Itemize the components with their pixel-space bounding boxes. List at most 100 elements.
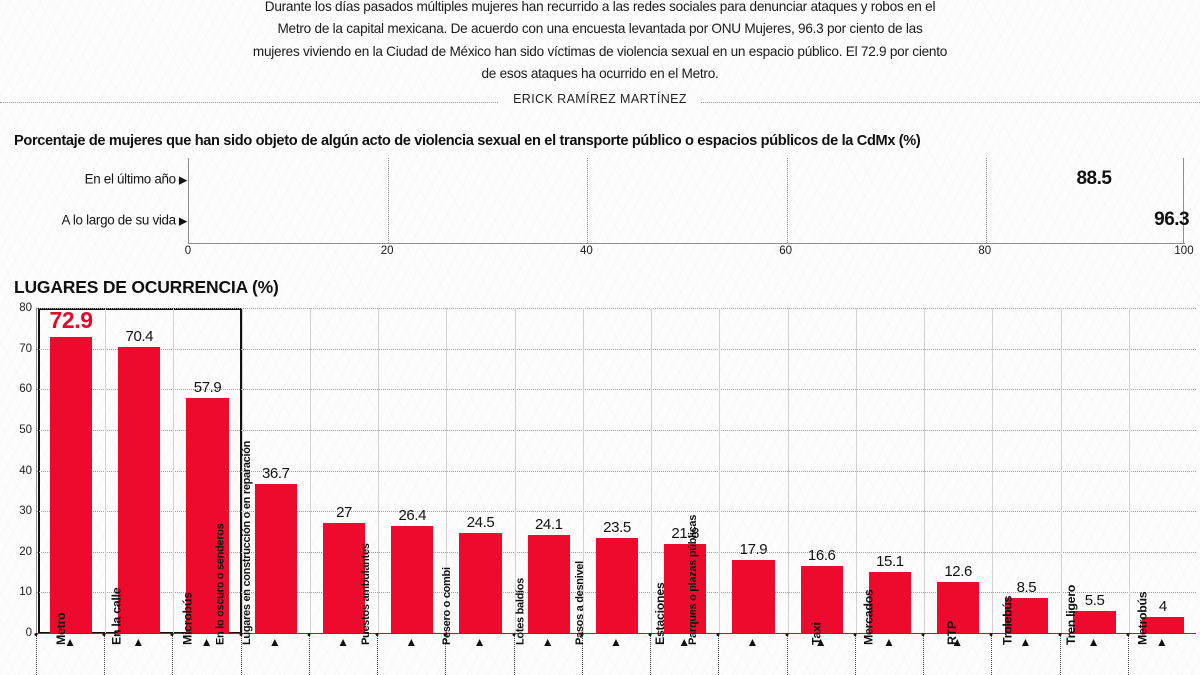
gridline <box>173 308 175 633</box>
axis-tick-mark <box>853 633 857 636</box>
table-row: En el último año ▶ 88.5 <box>85 161 1112 197</box>
gridline <box>37 470 1196 472</box>
axis-tick-label: 80 <box>978 245 992 257</box>
bar-category-label: ▲ Pasos a desnivel <box>574 561 650 675</box>
gridline <box>855 308 857 633</box>
bar-category-text: Microbús <box>180 592 195 645</box>
bar: 57.9 <box>186 379 229 633</box>
gridline <box>787 308 789 633</box>
axis-tick-label: 80 <box>19 302 32 314</box>
gridline <box>786 158 788 243</box>
bar-value-label: 12.6 <box>944 562 972 580</box>
axis-tick-mark <box>1058 633 1062 636</box>
bar: 72.9 <box>50 307 93 633</box>
triangle-up-icon: ▲ <box>951 635 964 649</box>
gridline <box>651 308 653 633</box>
bar-value-label: 21.8 <box>671 525 700 543</box>
bar-value-label: 72.9 <box>49 306 94 333</box>
axis-separator <box>581 635 583 675</box>
bar: 24.1 <box>527 516 570 633</box>
horizontal-axis-line <box>188 243 1185 244</box>
axis-separator <box>36 635 37 675</box>
gridline <box>719 308 721 633</box>
axis-tick-label: 50 <box>19 423 32 436</box>
bar-value-label: 96.3 <box>1154 209 1190 230</box>
byline: ERICK RAMÍREZ MARTÍNEZ <box>0 92 1200 106</box>
axis-tick-mark <box>989 633 993 636</box>
bar-value-label: 23.5 <box>603 518 631 536</box>
deck-line-2: Metro de la capital mexicana. De acuerdo… <box>277 21 923 37</box>
horizontal-plot-area: En el último año ▶ 88.5 A lo largo de su vi… <box>62 158 1190 243</box>
triangle-up-icon: ▲ <box>132 635 145 649</box>
triangle-up-icon: ▲ <box>200 635 213 649</box>
gridline <box>587 158 589 243</box>
bar-category-label: ▲ Pesero o combi <box>441 567 513 675</box>
axis-tick-label: 30 <box>19 505 32 518</box>
bar-category-label: ▲ Microbús <box>172 592 240 675</box>
axis-tick-mark <box>443 633 447 636</box>
bar-category-text: Metrobús <box>1135 591 1150 645</box>
table-row: A lo largo de su vida ▶ 96.3 <box>62 202 1190 238</box>
bar-category-text: Puestos ambulantes <box>360 543 373 645</box>
gridline <box>37 429 1196 431</box>
byline-text: ERICK RAMÍREZ MARTÍNEZ <box>499 92 701 106</box>
axis-tick-label: 100 <box>1174 245 1194 257</box>
bar-category-label: ▲ Parques o plazas públicas <box>687 515 786 675</box>
axis-separator <box>786 635 788 675</box>
axis-tick-label: 60 <box>779 245 792 257</box>
bar-category-text: Taxi <box>809 622 824 645</box>
bar-value-label: 4 <box>1158 597 1167 615</box>
bar-value-label: 8.5 <box>1016 579 1037 597</box>
gridline <box>514 308 516 633</box>
bar-category-label: ▲ Estaciones <box>650 583 718 675</box>
axis-separator <box>172 635 174 675</box>
axis-separator <box>923 635 925 675</box>
triangle-up-icon: ▲ <box>541 635 554 649</box>
triangle-right-icon: ▶ <box>178 174 187 187</box>
triangle-up-icon: ▲ <box>814 635 827 649</box>
bar-value-label: 36.7 <box>261 464 290 482</box>
axis-separator <box>1127 635 1129 675</box>
bar-category-label: ▲ Tren ligero <box>1060 585 1128 675</box>
gridline <box>388 158 390 243</box>
axis-tick-mark <box>239 633 243 636</box>
horizontal-bar-chart: En el último año ▶ 88.5 A lo largo de su vi… <box>14 158 1194 257</box>
axis-tick-mark <box>512 633 516 636</box>
bar: 8.5 <box>1005 579 1048 633</box>
bar-category-label: ▲ En la calle <box>104 588 172 675</box>
bar-category-text: RTP <box>945 621 960 645</box>
axis-tick-label: 20 <box>19 545 32 558</box>
gridline <box>37 308 1196 309</box>
bar: 23.5 <box>595 519 639 633</box>
triangle-up-icon: ▲ <box>1087 635 1100 649</box>
bar: 70.4 <box>118 328 161 633</box>
triangle-up-icon: ▲ <box>405 635 418 649</box>
axis-tick-mark <box>648 633 652 636</box>
bar-category-text: En la calle <box>109 587 124 645</box>
axis-tick-label: 10 <box>19 586 32 599</box>
axis-separator <box>513 635 515 675</box>
bar-category-label: ▲ Puestos ambulantes <box>360 543 445 675</box>
axis-tick-label: 0 <box>184 245 192 257</box>
deck-line-4: de esos ataques ha ocurrido en el Metro. <box>481 66 719 82</box>
bar-value-label: 70.4 <box>125 328 154 345</box>
axis-tick-label: 20 <box>380 245 394 257</box>
vertical-chart-title: LUGARES DE OCURRENCIA (%) <box>14 277 279 297</box>
axis-tick-label: 70 <box>19 342 32 355</box>
axis-separator <box>1059 635 1061 675</box>
bar: 16.6 <box>800 547 843 633</box>
gridline <box>241 308 243 633</box>
gridline <box>105 308 107 633</box>
axis-separator <box>377 635 379 675</box>
bar: 36.7 <box>254 465 297 633</box>
bar: 24.5 <box>459 514 502 633</box>
axis-tick-mark <box>785 633 789 636</box>
bar-value-label: 17.9 <box>739 541 768 559</box>
bar-value-label: 15.1 <box>876 552 904 570</box>
bar: 17.9 <box>732 541 775 633</box>
bar-category-label: ▲ En lo oscuro o senderos <box>214 524 309 675</box>
bar-category-text: Trolebús <box>1000 595 1015 645</box>
bar-value-label: 26.4 <box>398 506 427 524</box>
horizontal-chart-title: Porcentaje de mujeres que han sido objet… <box>14 133 921 149</box>
axis-separator <box>650 635 652 675</box>
